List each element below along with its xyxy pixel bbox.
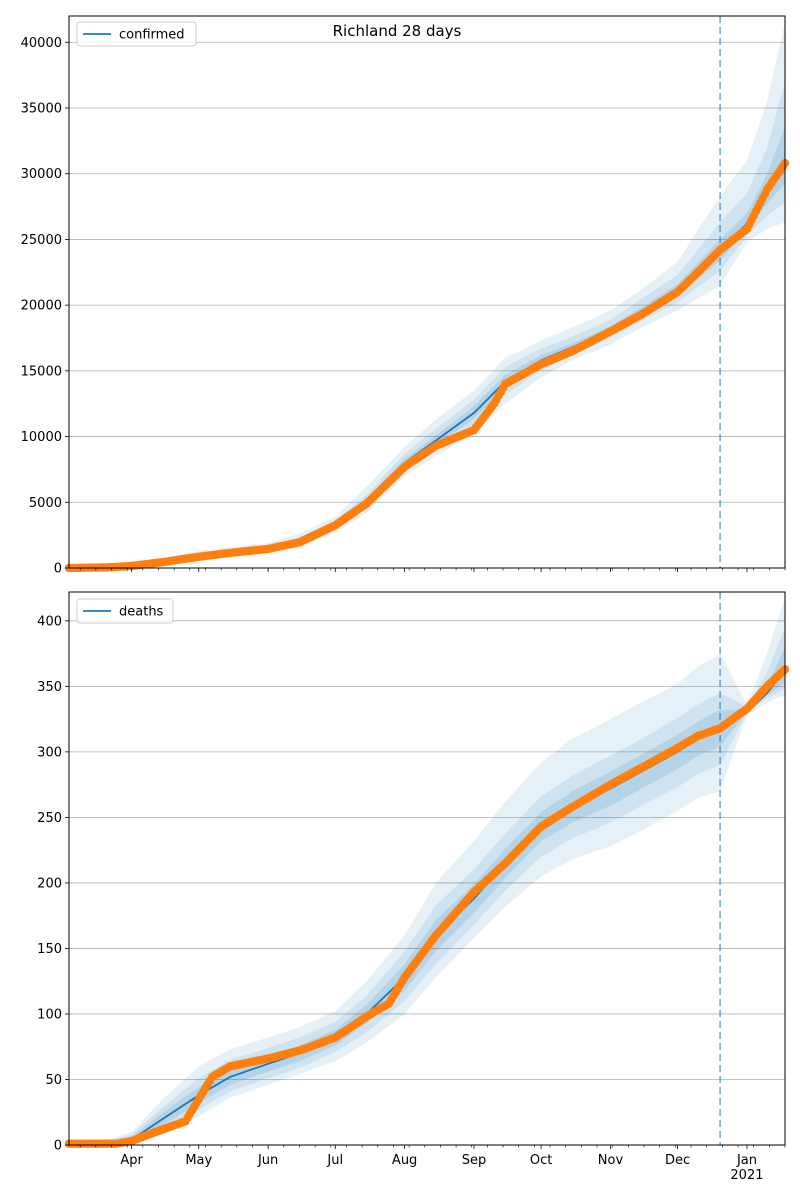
deaths-x-tick-label: Nov bbox=[598, 1153, 624, 1168]
deaths-y-ticks: 0 50 100 150 200 250 300 350 400 bbox=[37, 614, 69, 1154]
deaths-y-tick-label: 400 bbox=[37, 614, 62, 629]
legend-label: deaths bbox=[119, 605, 164, 620]
deaths-y-tick-label: 200 bbox=[37, 876, 62, 891]
deaths-y-tick-label: 300 bbox=[37, 745, 62, 760]
deaths-x-tick-label: Dec bbox=[665, 1153, 690, 1168]
deaths-axes-frame bbox=[68, 591, 786, 1146]
deaths-x-tick-label: Sep bbox=[462, 1153, 487, 1168]
deaths-y-tick-label: 0 bbox=[54, 1139, 62, 1154]
deaths-uncertainty-bands bbox=[69, 597, 785, 1145]
deaths-x-tick-label: Oct bbox=[530, 1153, 552, 1168]
chart-title: Richland 28 days bbox=[333, 22, 462, 40]
confirmed-uncertainty-bands bbox=[69, 22, 785, 569]
confirmed-y-tick-label: 15000 bbox=[21, 364, 62, 379]
deaths-y-tick-label: 100 bbox=[37, 1007, 62, 1022]
confirmed-y-tick-label: 25000 bbox=[21, 233, 62, 248]
confirmed-y-tick-label: 10000 bbox=[21, 430, 62, 445]
confirmed-y-tick-label: 35000 bbox=[21, 102, 62, 117]
deaths-x-tick-label: Jul bbox=[326, 1153, 343, 1168]
deaths-x-tick-label: May bbox=[185, 1153, 212, 1168]
confirmed-axes-frame bbox=[68, 15, 786, 569]
legend-box bbox=[76, 598, 174, 624]
deaths-axes bbox=[68, 591, 786, 1146]
deaths-x-tick-label: Apr bbox=[120, 1153, 143, 1168]
confirmed-y-tick-label: 30000 bbox=[21, 167, 62, 182]
confirmed-y-tick-label: 20000 bbox=[21, 299, 62, 314]
deaths-observed-points bbox=[64, 665, 790, 1148]
confirmed-band-outer bbox=[69, 22, 785, 569]
confirmed-y-tick-label: 40000 bbox=[21, 36, 62, 51]
deaths-legend: deaths bbox=[76, 598, 174, 624]
deaths-x-tick-label: Jun bbox=[257, 1153, 278, 1168]
deaths-x-tick-label: 2021 bbox=[730, 1168, 763, 1183]
deaths-x-tick-label: Jan bbox=[736, 1153, 757, 1168]
confirmed-legend: confirmed bbox=[76, 21, 197, 47]
deaths-chart: 0 50 100 150 200 250 300 350 400 Apr May Jun Jul Aug… bbox=[37, 591, 790, 1183]
legend-box bbox=[76, 21, 197, 47]
confirmed-y-ticks: 0 5000 10000 15000 20000 25000 30000 35000 40000 bbox=[21, 36, 69, 577]
deaths-y-tick-label: 350 bbox=[37, 680, 62, 695]
legend-label: confirmed bbox=[119, 28, 185, 43]
deaths-y-tick-label: 50 bbox=[45, 1073, 62, 1088]
confirmed-axes bbox=[68, 15, 786, 569]
deaths-y-tick-label: 250 bbox=[37, 811, 62, 826]
confirmed-y-tick-label: 0 bbox=[54, 562, 62, 577]
confirmed-y-tick-label: 5000 bbox=[29, 496, 62, 511]
confirmed-x-ticks bbox=[79, 568, 786, 572]
deaths-x-tick-label: Aug bbox=[392, 1153, 417, 1168]
deaths-y-tick-label: 150 bbox=[37, 942, 62, 957]
deaths-band-outer bbox=[69, 597, 785, 1145]
confirmed-chart: 0 5000 10000 15000 20000 25000 30000 35000 40000… bbox=[21, 15, 790, 577]
